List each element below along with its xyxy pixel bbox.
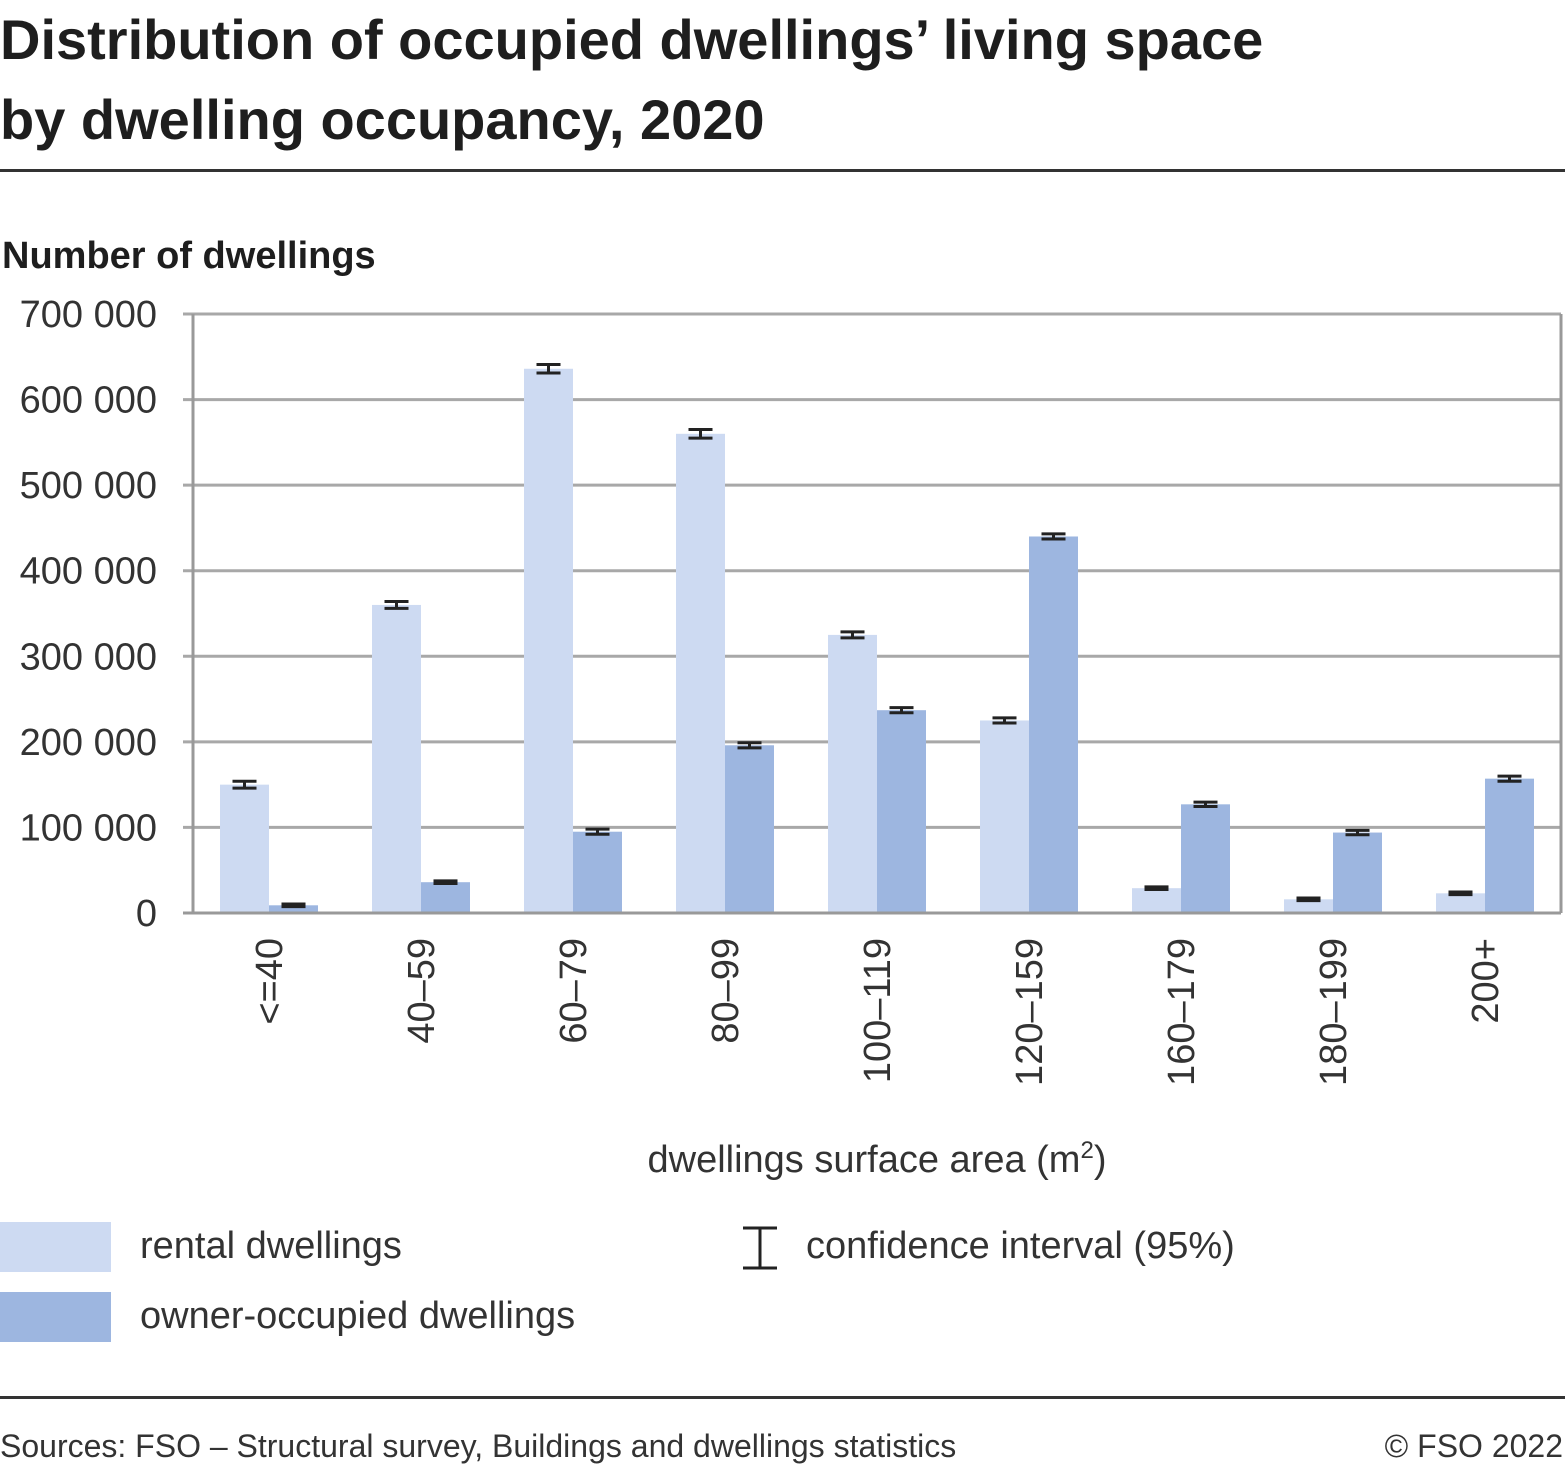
bar-rental xyxy=(372,604,421,913)
y-tick-label: 200 000 xyxy=(20,722,157,764)
legend-label-ci: confidence interval (95%) xyxy=(806,1225,1235,1267)
bar-rental xyxy=(524,368,573,913)
x-tick-label: 160–179 xyxy=(1161,938,1203,1086)
bottom-rule xyxy=(0,1396,1565,1399)
bar-rental xyxy=(980,720,1029,913)
x-axis-title: dwellings surface area (m2) xyxy=(648,1137,1107,1181)
bar-rental xyxy=(1436,893,1485,913)
y-tick-label: 500 000 xyxy=(20,465,157,507)
bar-owner xyxy=(573,831,622,913)
legend-label-owner: owner-occupied dwellings xyxy=(140,1295,576,1337)
legend-label-rental: rental dwellings xyxy=(140,1225,402,1267)
legend-swatch-owner xyxy=(0,1292,111,1342)
bar-owner xyxy=(725,745,774,913)
bar-owner xyxy=(421,882,470,913)
bar-owner xyxy=(1181,804,1230,913)
x-tick-label: 40–59 xyxy=(401,938,443,1044)
x-tick-label: 80–99 xyxy=(705,938,747,1044)
bar-owner xyxy=(877,710,926,913)
bar-rental xyxy=(1132,888,1181,913)
x-tick-label: 120–159 xyxy=(1009,938,1051,1086)
bar-owner xyxy=(1029,536,1078,913)
bar-owner xyxy=(269,905,318,913)
x-tick-label: 60–79 xyxy=(553,938,595,1044)
bar-rental xyxy=(1284,899,1333,913)
x-tick-label: <=40 xyxy=(249,938,291,1025)
legend-swatch-rental xyxy=(0,1222,111,1272)
bar-rental xyxy=(220,784,269,913)
source-note: Sources: FSO – Structural survey, Buildi… xyxy=(0,1428,957,1464)
bar-owner xyxy=(1485,778,1534,913)
title-line-1: Distribution of occupied dwellings’ livi… xyxy=(0,8,1264,71)
bar-rental xyxy=(828,634,877,913)
bar-rental xyxy=(676,433,725,913)
legend: rental dwellings owner-occupied dwelling… xyxy=(0,1218,1565,1348)
bar-owner xyxy=(1333,832,1382,913)
bar-chart: Number of dwellings 0 100 000 200 000 300 00… xyxy=(2,235,1563,1181)
x-tick-label: 100–119 xyxy=(857,938,899,1083)
y-tick-label: 600 000 xyxy=(20,380,157,422)
copyright: © FSO 2022 xyxy=(1384,1428,1563,1464)
x-tick-label: 200+ xyxy=(1465,938,1507,1024)
y-tick-label: 300 000 xyxy=(20,636,157,678)
y-axis-title: Number of dwellings xyxy=(2,235,376,277)
y-tick-label: 700 000 xyxy=(20,294,157,336)
top-rule xyxy=(0,169,1565,172)
y-tick-label: 100 000 xyxy=(20,807,157,849)
x-tick-label: 180–199 xyxy=(1313,938,1355,1086)
y-tick-label: 0 xyxy=(136,893,157,935)
y-tick-label: 400 000 xyxy=(20,551,157,593)
chart-title: Distribution of occupied dwellings’ livi… xyxy=(0,0,1500,160)
title-line-2: by dwelling occupancy, 2020 xyxy=(0,88,765,151)
confidence-interval-icon xyxy=(743,1226,777,1270)
